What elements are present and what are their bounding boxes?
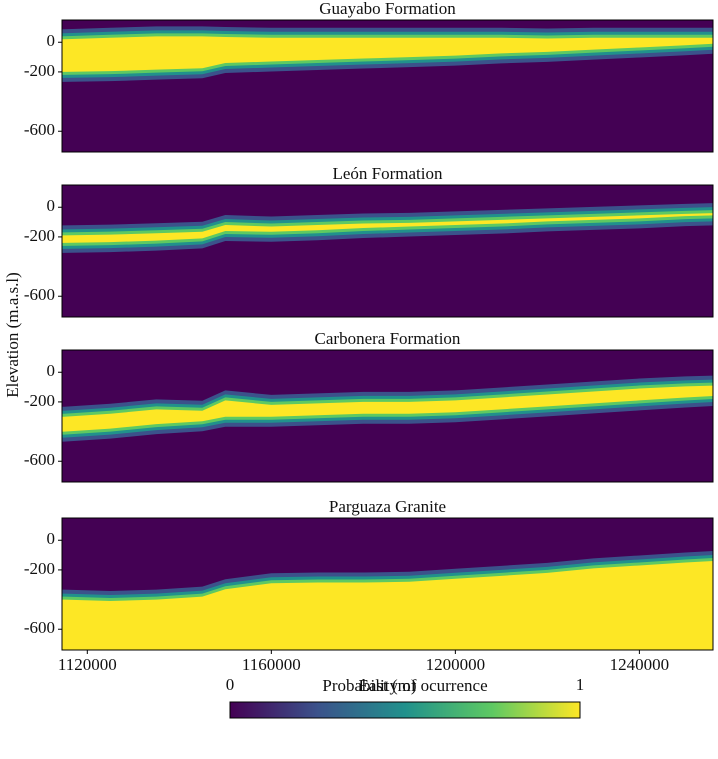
panel-frame [61, 349, 714, 483]
y-tick-label: 0 [47, 529, 56, 548]
layer-band [62, 385, 713, 432]
y-tick-label: -600 [24, 618, 55, 637]
x-tick-label: 1120000 [58, 655, 117, 674]
panel-background [62, 185, 713, 317]
y-tick-label: -600 [24, 450, 55, 469]
y-tick-label: 0 [47, 196, 56, 215]
panel-plot [62, 551, 713, 650]
panel-title: Parguaza Granite [329, 497, 446, 516]
panel-frame [61, 184, 714, 318]
x-tick-label: 1240000 [610, 655, 670, 674]
colorbar [229, 701, 581, 719]
y-tick-label: -200 [24, 559, 55, 578]
colorbar-tick-label: 1 [576, 675, 585, 694]
colorbar-title: Probability of ocurrence [322, 676, 487, 695]
panel-title: Carbonera Formation [315, 329, 461, 348]
panel-frame [61, 517, 714, 651]
panel-title: Guayabo Formation [319, 0, 456, 18]
layer-band [62, 213, 713, 243]
x-axis-label: East (m) [358, 676, 416, 695]
y-axis-label: Elevation (m.a.s.l) [3, 272, 22, 398]
colorbar-tick-label: 0 [226, 675, 235, 694]
y-tick-label: -200 [24, 226, 55, 245]
panel-plot [62, 26, 713, 82]
panel-plot [62, 375, 713, 442]
y-tick-label: -200 [24, 61, 55, 80]
panel-frame [61, 19, 714, 153]
x-tick-label: 1160000 [242, 655, 301, 674]
layer-band [62, 36, 713, 72]
y-tick-label: 0 [47, 361, 56, 380]
y-tick-label: -600 [24, 285, 55, 304]
panel-title: León Formation [332, 164, 443, 183]
y-tick-label: -200 [24, 391, 55, 410]
panel-plot [62, 203, 713, 253]
y-tick-label: -600 [24, 120, 55, 139]
x-tick-label: 1200000 [426, 655, 486, 674]
y-tick-label: 0 [47, 31, 56, 50]
layer-band [62, 561, 713, 650]
